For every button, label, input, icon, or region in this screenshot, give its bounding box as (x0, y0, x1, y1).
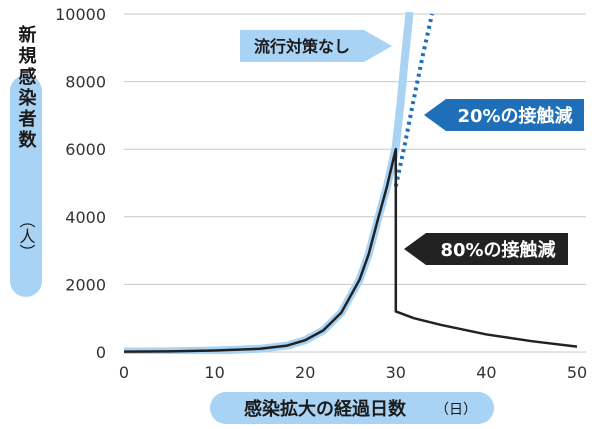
gridlines (124, 13, 586, 353)
x-axis-unit-text: （日） (435, 402, 477, 418)
x-tick-label: 40 (476, 363, 496, 382)
y-axis-unit-text: （人） (17, 212, 36, 260)
x-tick-labels: 0 10 20 30 40 50 (119, 363, 587, 382)
series-line-80-percent (124, 147, 578, 353)
y-axis-label: 新規感染者数 （人） (10, 24, 42, 297)
y-tick-label: 8000 (65, 73, 106, 92)
y-axis-label-text: 新規感染者数 (16, 24, 38, 151)
y-tick-labels: 0 2000 4000 6000 8000 10000 (55, 5, 106, 362)
y-tick-label: 0 (96, 343, 106, 362)
series-line-20-percent (393, 13, 434, 187)
x-tick-label: 10 (204, 363, 224, 382)
series-line-no-measures (124, 12, 414, 354)
x-tick-label: 0 (119, 363, 129, 382)
y-tick-label: 10000 (55, 5, 106, 24)
x-tick-label: 20 (295, 363, 315, 382)
y-tick-label: 6000 (65, 140, 106, 159)
x-axis-label-text: 感染拡大の経過日数 (244, 398, 407, 420)
callout-80-percent-text: 80%の接触減 (440, 239, 555, 261)
callout-20-percent: 20%の接触減 (424, 99, 584, 131)
callout-80-percent: 80%の接触減 (404, 233, 568, 265)
callout-20-percent-text: 20%の接触減 (457, 105, 572, 127)
y-tick-label: 2000 (65, 275, 106, 294)
callout-no-measures: 流行対策なし (240, 30, 392, 62)
x-tick-label: 50 (567, 363, 587, 382)
callout-no-measures-text: 流行対策なし (254, 37, 350, 56)
series-lines (124, 12, 578, 354)
x-tick-label: 30 (386, 363, 406, 382)
y-tick-label: 4000 (65, 208, 106, 227)
x-axis-label: 感染拡大の経過日数 （日） (210, 392, 494, 424)
